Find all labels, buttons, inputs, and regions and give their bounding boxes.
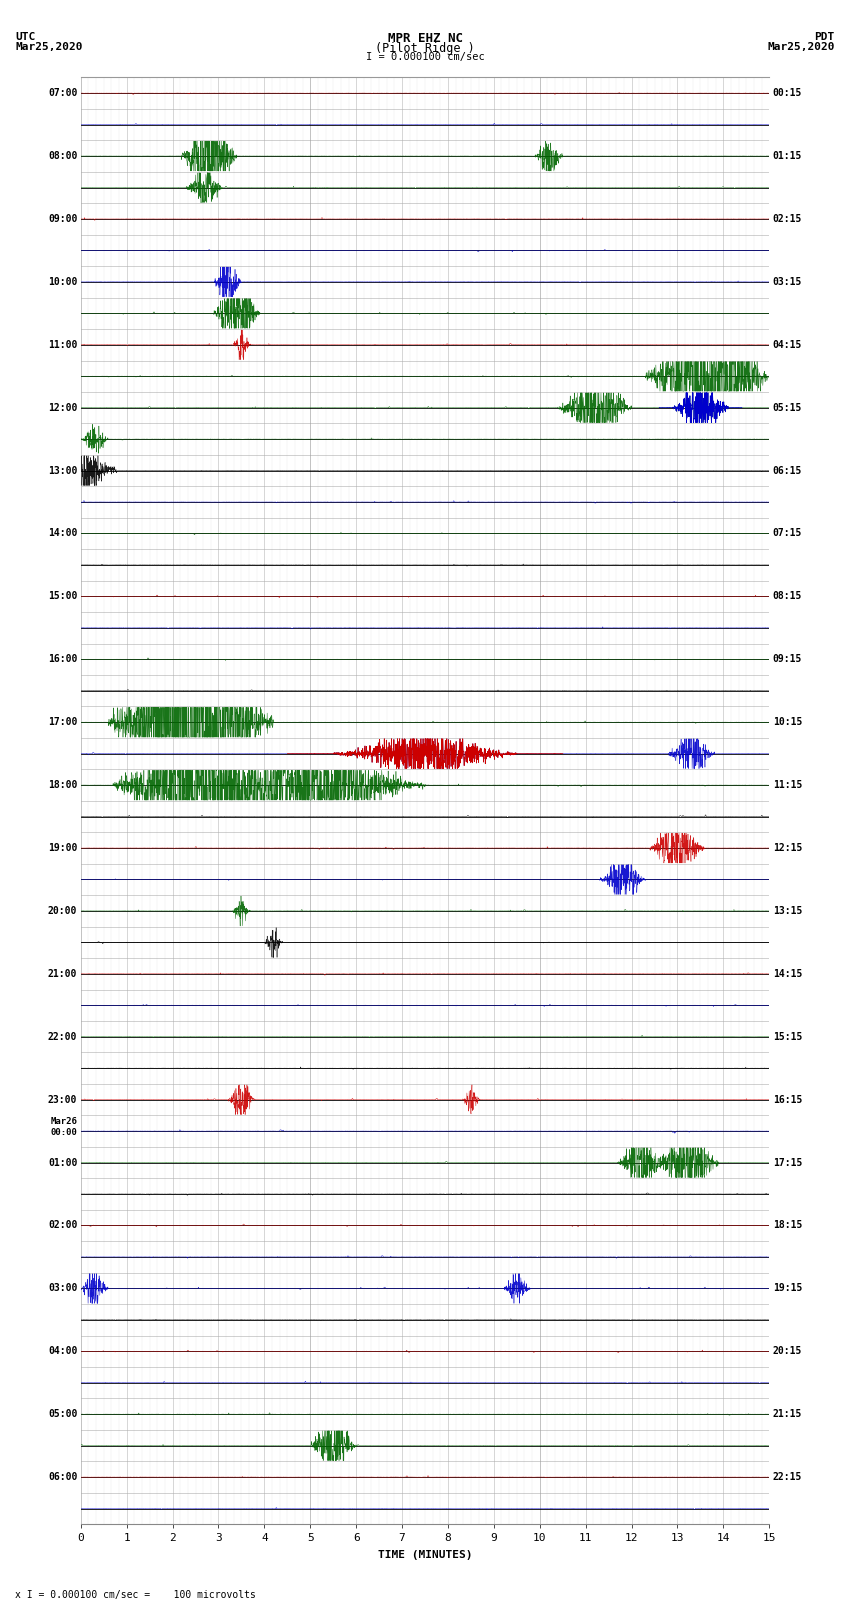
Text: 14:15: 14:15 (773, 969, 802, 979)
Text: 06:00: 06:00 (48, 1473, 77, 1482)
Text: 07:15: 07:15 (773, 529, 802, 539)
Text: UTC: UTC (15, 32, 36, 42)
Text: 20:15: 20:15 (773, 1347, 802, 1357)
Text: 18:15: 18:15 (773, 1221, 802, 1231)
Text: 20:00: 20:00 (48, 907, 77, 916)
Text: MPR EHZ NC: MPR EHZ NC (388, 32, 462, 45)
Text: 01:00: 01:00 (48, 1158, 77, 1168)
Text: 03:00: 03:00 (48, 1284, 77, 1294)
Text: 17:00: 17:00 (48, 718, 77, 727)
Text: Mar25,2020: Mar25,2020 (15, 42, 82, 52)
Text: 21:00: 21:00 (48, 969, 77, 979)
Text: (Pilot Ridge ): (Pilot Ridge ) (375, 42, 475, 55)
Text: 02:15: 02:15 (773, 215, 802, 224)
Text: 13:15: 13:15 (773, 907, 802, 916)
Text: 22:00: 22:00 (48, 1032, 77, 1042)
Text: 09:00: 09:00 (48, 215, 77, 224)
Text: 05:00: 05:00 (48, 1410, 77, 1419)
Text: 04:00: 04:00 (48, 1347, 77, 1357)
Text: 00:15: 00:15 (773, 89, 802, 98)
Text: TIME (MINUTES): TIME (MINUTES) (377, 1550, 473, 1560)
Text: 08:15: 08:15 (773, 592, 802, 602)
Text: I = 0.000100 cm/sec: I = 0.000100 cm/sec (366, 52, 484, 61)
Text: 03:15: 03:15 (773, 277, 802, 287)
Text: 07:00: 07:00 (48, 89, 77, 98)
Text: x I = 0.000100 cm/sec =    100 microvolts: x I = 0.000100 cm/sec = 100 microvolts (15, 1590, 256, 1600)
Text: 16:00: 16:00 (48, 655, 77, 665)
Text: 11:15: 11:15 (773, 781, 802, 790)
Text: 19:15: 19:15 (773, 1284, 802, 1294)
Text: 11:00: 11:00 (48, 340, 77, 350)
Text: 09:15: 09:15 (773, 655, 802, 665)
Text: 17:15: 17:15 (773, 1158, 802, 1168)
Text: 04:15: 04:15 (773, 340, 802, 350)
Text: PDT: PDT (814, 32, 835, 42)
Text: 08:00: 08:00 (48, 152, 77, 161)
Text: 05:15: 05:15 (773, 403, 802, 413)
Text: 18:00: 18:00 (48, 781, 77, 790)
Text: 10:15: 10:15 (773, 718, 802, 727)
Text: 19:00: 19:00 (48, 844, 77, 853)
Text: 14:00: 14:00 (48, 529, 77, 539)
Text: 12:15: 12:15 (773, 844, 802, 853)
Text: 15:15: 15:15 (773, 1032, 802, 1042)
Text: 13:00: 13:00 (48, 466, 77, 476)
Text: 12:00: 12:00 (48, 403, 77, 413)
Text: 15:00: 15:00 (48, 592, 77, 602)
Text: 23:00: 23:00 (48, 1095, 77, 1105)
Text: 22:15: 22:15 (773, 1473, 802, 1482)
Text: 16:15: 16:15 (773, 1095, 802, 1105)
Text: 06:15: 06:15 (773, 466, 802, 476)
Text: Mar25,2020: Mar25,2020 (768, 42, 835, 52)
Text: 02:00: 02:00 (48, 1221, 77, 1231)
Text: 10:00: 10:00 (48, 277, 77, 287)
Text: 01:15: 01:15 (773, 152, 802, 161)
Text: 00:00: 00:00 (50, 1127, 77, 1137)
Text: Mar26: Mar26 (50, 1116, 77, 1126)
Text: 21:15: 21:15 (773, 1410, 802, 1419)
